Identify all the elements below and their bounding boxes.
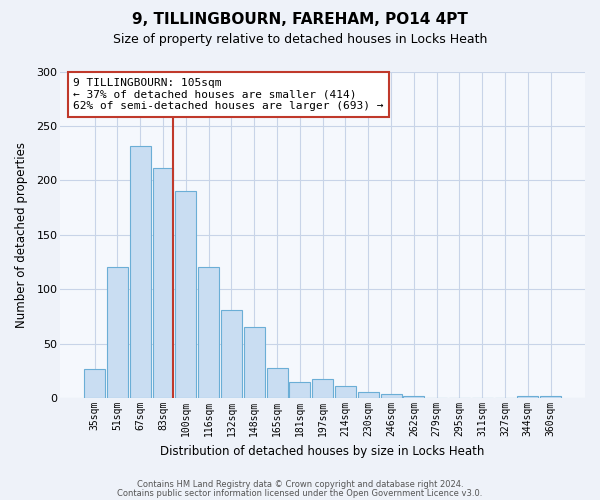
Bar — [84, 368, 105, 398]
Bar — [244, 328, 265, 398]
Bar — [312, 378, 333, 398]
Bar — [221, 310, 242, 398]
Bar — [130, 146, 151, 398]
Y-axis label: Number of detached properties: Number of detached properties — [15, 142, 28, 328]
Bar — [175, 192, 196, 398]
Bar — [107, 268, 128, 398]
Bar — [335, 386, 356, 398]
Bar — [152, 168, 173, 398]
Bar — [266, 368, 287, 398]
Bar — [358, 392, 379, 398]
Bar — [198, 268, 219, 398]
Bar — [517, 396, 538, 398]
X-axis label: Distribution of detached houses by size in Locks Heath: Distribution of detached houses by size … — [160, 444, 485, 458]
Bar — [540, 396, 561, 398]
Text: Contains HM Land Registry data © Crown copyright and database right 2024.: Contains HM Land Registry data © Crown c… — [137, 480, 463, 489]
Text: Size of property relative to detached houses in Locks Heath: Size of property relative to detached ho… — [113, 32, 487, 46]
Bar — [380, 394, 401, 398]
Bar — [289, 382, 310, 398]
Text: Contains public sector information licensed under the Open Government Licence v3: Contains public sector information licen… — [118, 488, 482, 498]
Text: 9, TILLINGBOURN, FAREHAM, PO14 4PT: 9, TILLINGBOURN, FAREHAM, PO14 4PT — [132, 12, 468, 28]
Text: 9 TILLINGBOURN: 105sqm
← 37% of detached houses are smaller (414)
62% of semi-de: 9 TILLINGBOURN: 105sqm ← 37% of detached… — [73, 78, 384, 111]
Bar — [403, 396, 424, 398]
